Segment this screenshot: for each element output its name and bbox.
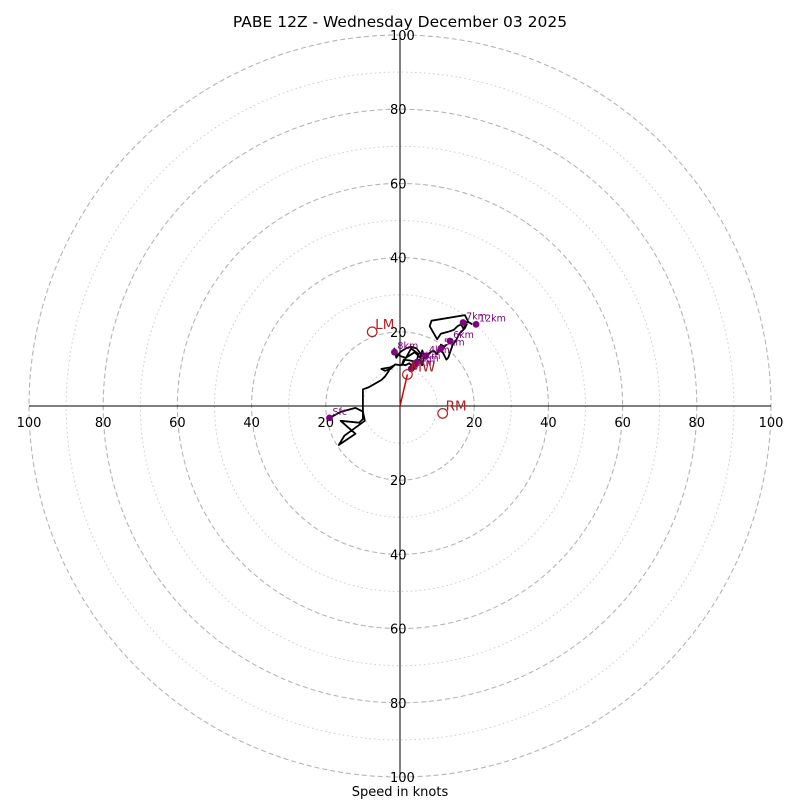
x-tick-label-1: 80 [95,416,112,431]
tick-labels: 100 80 60 40 20 20 40 60 80 100100806040202040608… [17,29,784,786]
height-label-5km: 5km [444,337,465,348]
height-label-8km: 8km [397,341,418,352]
y-tick-label-9: 100 [390,771,415,786]
y-tick-label-7: 60 [390,623,407,638]
y-tick-label-2: 60 [390,177,407,192]
height-label-Sfc: Sfc [333,407,348,418]
y-tick-label-0: 100 [390,29,415,44]
y-tick-label-1: 80 [390,103,407,118]
hodograph-line [329,314,473,446]
storm-label-lm: LM [375,317,394,333]
storm-marker-lm [366,326,378,338]
height-label-6km: 6km [453,330,474,341]
chart-title: PABE 12Z - Wednesday December 03 2025 [233,13,567,31]
storm-marker-rm [437,408,449,419]
storm-marker-mw [402,369,413,380]
height-label-2km: 2km [418,353,439,364]
storm-label-mw: MW [410,359,435,375]
x-tick-label-9: 100 [759,416,784,431]
height-label-7km: 7km [466,312,487,323]
storm-label-rm: RM [446,398,467,414]
y-tick-label-8: 80 [390,697,407,712]
y-tick-label-6: 40 [390,548,407,563]
height-markers: Sfc1km2km3km4km5km6km7km8km12km [326,312,506,422]
height-marker-7km [459,319,467,326]
storm-motion-markers: LM RM MW [366,317,467,419]
y-tick-label-4: 20 [390,326,407,341]
x-tick-label-7: 60 [614,416,631,431]
x-tick-label-8: 80 [689,416,706,431]
height-marker-12km [472,320,480,328]
x-tick-label-2: 60 [169,416,186,431]
height-marker-8km [391,348,398,356]
y-tick-label-5: 20 [390,474,407,489]
height-label-12km: 12km [479,313,506,324]
height-label-3km: 3km [420,351,441,362]
height-marker-Sfc [326,414,333,422]
height-marker-5km [437,345,445,352]
x-axis-label: Speed in knots [352,785,449,800]
y-tick-label-3: 40 [390,252,407,267]
height-marker-6km [446,337,454,345]
x-tick-label-3: 40 [243,416,260,431]
height-marker-4km [422,352,430,360]
x-tick-label-6: 40 [540,416,557,431]
x-tick-label-0: 100 [17,416,42,431]
height-marker-3km [413,358,421,366]
x-tick-label-5: 20 [466,416,483,431]
hodograph-trace [329,314,473,446]
height-label-1km: 1km [414,358,435,369]
